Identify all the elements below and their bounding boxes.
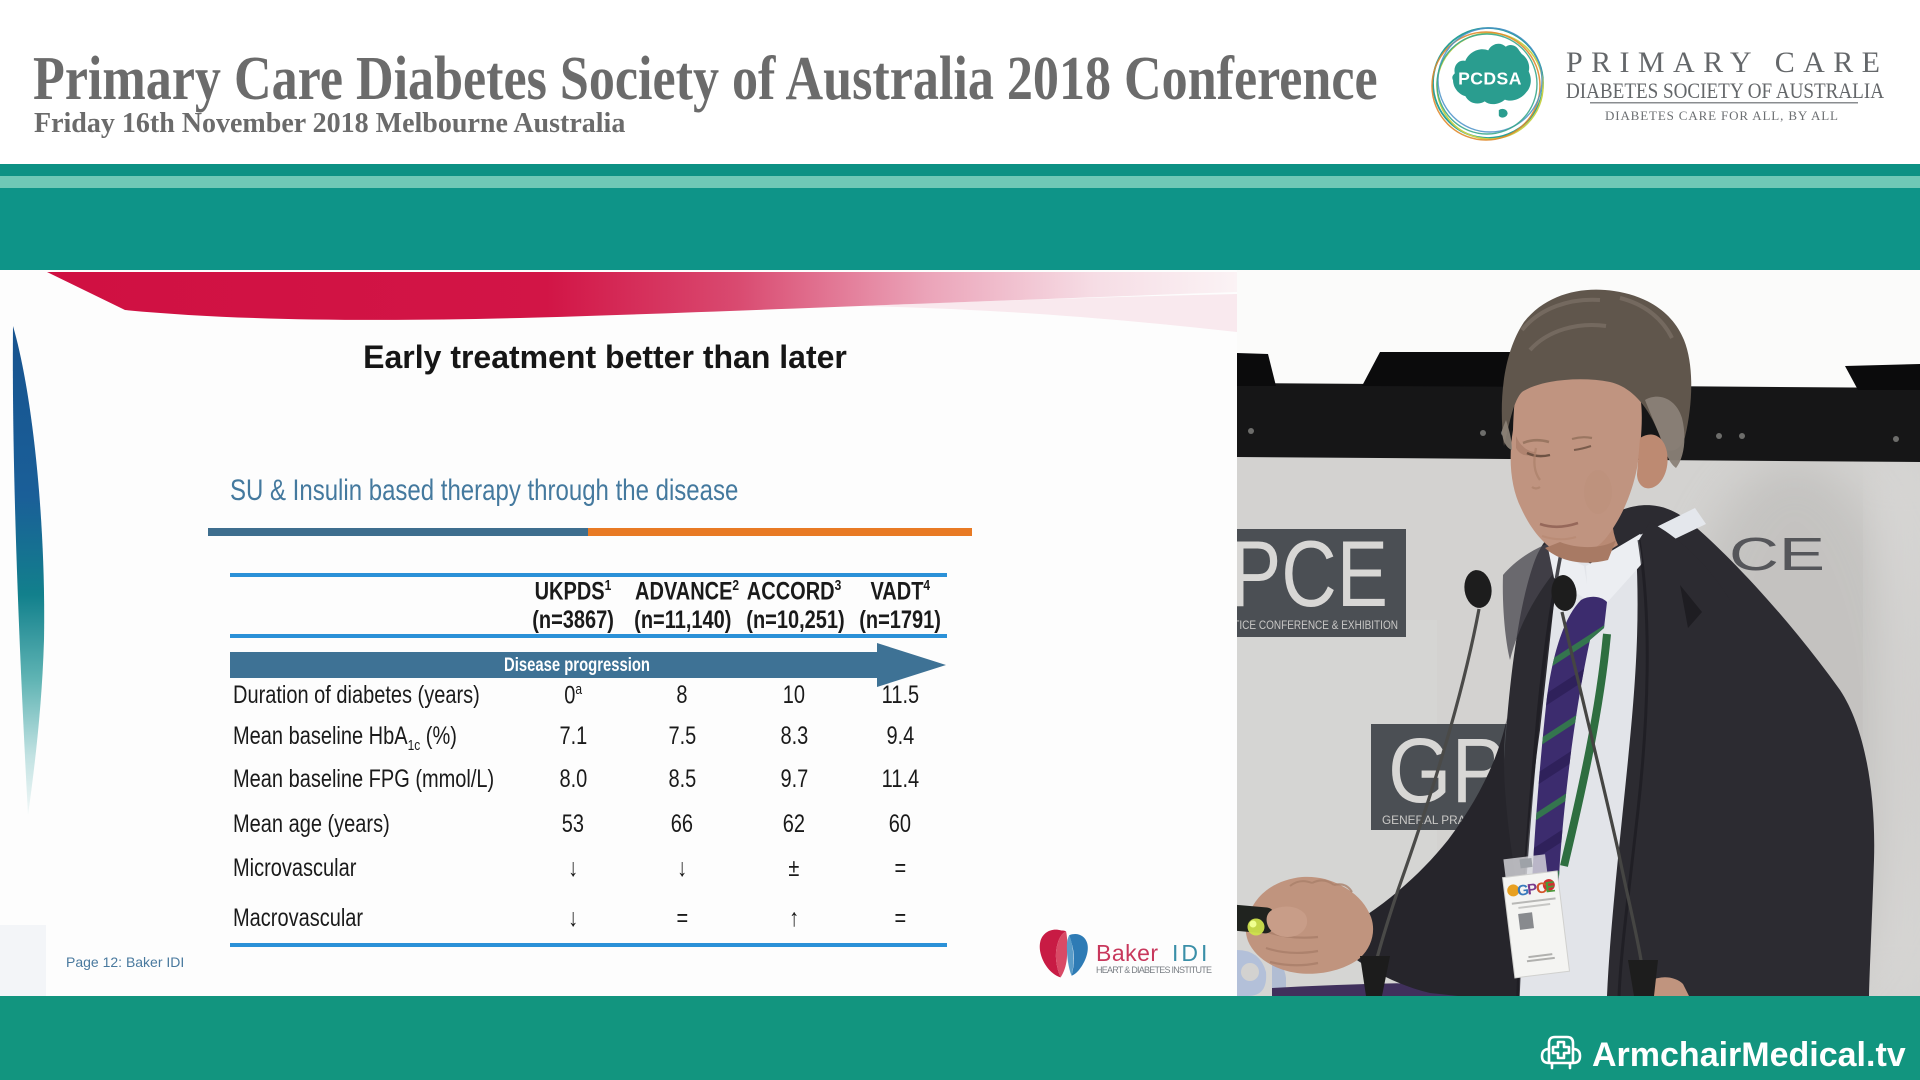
- svg-text:PRIMARY CARE: PRIMARY CARE: [1566, 46, 1880, 79]
- svg-text:HEART & DIABETES INSTITUTE: HEART & DIABETES INSTITUTE: [1096, 965, 1212, 975]
- svg-text:DIABETES CARE FOR ALL, BY ALL: DIABETES CARE FOR ALL, BY ALL: [1605, 108, 1838, 123]
- svg-text:C: C: [1535, 879, 1548, 897]
- svg-text:P: P: [1526, 881, 1538, 899]
- svg-text:PCE: PCE: [1237, 521, 1388, 626]
- svg-text:Baker: Baker: [1096, 940, 1159, 966]
- svg-text:PCDSA: PCDSA: [1458, 69, 1522, 89]
- svg-text:CE: CE: [1729, 528, 1825, 580]
- svg-text:CTICE CONFERENCE & EXHIBITION: CTICE CONFERENCE & EXHIBITION: [1237, 618, 1398, 632]
- svg-text:G: G: [1516, 882, 1530, 900]
- svg-text:DIABETES SOCIETY OF AUSTRALIA: DIABETES SOCIETY OF AUSTRALIA: [1566, 78, 1884, 103]
- svg-text:E: E: [1544, 878, 1556, 896]
- svg-text:IDI: IDI: [1172, 940, 1210, 966]
- svg-text:Disease progression: Disease progression: [504, 655, 650, 676]
